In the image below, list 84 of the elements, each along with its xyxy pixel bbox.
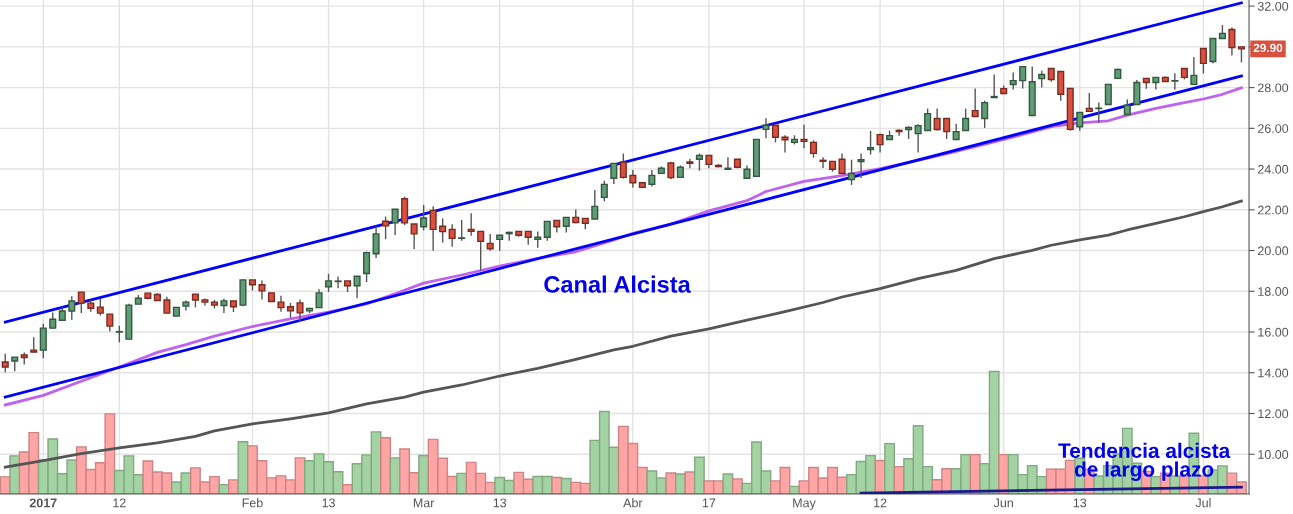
candlestick — [933, 107, 941, 132]
candlestick — [1228, 26, 1236, 57]
y-tick-label: 10.00 — [1258, 450, 1289, 459]
candlestick — [363, 250, 371, 283]
candlestick — [971, 87, 979, 118]
x-tick-label: 2017 — [29, 498, 57, 508]
x-tick-label: Mar — [413, 498, 435, 508]
candlestick — [962, 107, 970, 132]
candlestick — [800, 123, 808, 149]
candlestick — [543, 220, 551, 242]
candlestick — [1171, 72, 1179, 91]
candlestick — [819, 156, 827, 169]
x-tick-label: Jun — [993, 498, 1013, 508]
x-tick-label: 13 — [1073, 498, 1087, 508]
candlestick — [1085, 92, 1093, 113]
candlestick — [686, 158, 694, 169]
candlestick — [914, 123, 922, 154]
annotation: Canal Alcista — [544, 275, 691, 293]
candlestick — [39, 322, 47, 359]
candlestick — [334, 275, 342, 289]
candlestick — [420, 204, 428, 232]
y-tick-label: 32.00 — [1257, 1, 1289, 11]
y-tick-label: 18.00 — [1258, 287, 1289, 296]
candlestick — [724, 156, 732, 170]
annotation: 29.90 — [1253, 43, 1283, 53]
candlestick — [924, 107, 932, 132]
x-tick-label: 13 — [322, 498, 335, 508]
x-tick-label: 17 — [702, 498, 716, 508]
candlestick — [382, 215, 390, 240]
annotation: Tendencia alcista de largo plazo — [1058, 442, 1231, 481]
y-tick-label: 28.00 — [1258, 83, 1289, 93]
candlestick — [1057, 70, 1065, 102]
candlestick — [1209, 37, 1217, 65]
candlestick — [610, 162, 618, 185]
y-tick-label: 22.00 — [1258, 205, 1289, 215]
candlestick — [619, 152, 627, 180]
y-tick-label: 14.00 — [1258, 368, 1289, 378]
y-tick-label: 20.00 — [1258, 246, 1289, 256]
candlestick — [258, 279, 266, 301]
candlestick — [439, 217, 447, 244]
x-tick-label: Feb — [242, 498, 263, 508]
candlestick — [1, 353, 9, 374]
y-tick-label: 24.00 — [1258, 164, 1289, 174]
candlestick — [838, 152, 846, 175]
candlestick — [762, 117, 770, 140]
candlestick — [324, 273, 333, 293]
candlestick — [781, 134, 789, 154]
candlestick — [372, 225, 380, 259]
candlestick — [867, 130, 875, 156]
candlestick — [1133, 79, 1141, 106]
candlestick — [296, 298, 304, 323]
x-tick-label: Jul — [1195, 498, 1211, 508]
candlestick — [68, 295, 76, 321]
y-tick-label: 12.00 — [1258, 409, 1289, 419]
candlestick — [1076, 111, 1084, 132]
x-tick-label: May — [793, 498, 816, 510]
candlestick — [1199, 47, 1207, 75]
candlestick — [600, 179, 608, 202]
candlestick — [77, 291, 85, 314]
candlestick — [591, 189, 599, 220]
candlestick — [1095, 101, 1103, 124]
candlestick — [391, 208, 399, 236]
candlestick — [429, 205, 437, 252]
candlestick — [848, 158, 856, 186]
candlestick — [943, 117, 951, 140]
x-tick-label: 12 — [113, 498, 126, 508]
x-tick-label: 12 — [874, 498, 887, 508]
candlestick — [1019, 65, 1027, 90]
candlestick — [857, 152, 865, 179]
y-tick-label: 16.00 — [1258, 327, 1289, 337]
y-tick-label: 26.00 — [1258, 124, 1289, 133]
x-tick-label: 13 — [493, 498, 507, 508]
candlestick — [410, 223, 418, 250]
candlestick — [1104, 83, 1112, 106]
candlestick — [315, 288, 323, 309]
candlestick — [1190, 56, 1198, 86]
candlestick — [458, 219, 466, 242]
candlestick — [353, 275, 361, 299]
candlestick — [448, 223, 456, 248]
candlestick — [981, 99, 989, 129]
x-tick-label: Abr — [623, 498, 643, 508]
candlestick — [477, 230, 485, 272]
candlestick — [467, 212, 475, 237]
candlestick — [990, 73, 998, 99]
